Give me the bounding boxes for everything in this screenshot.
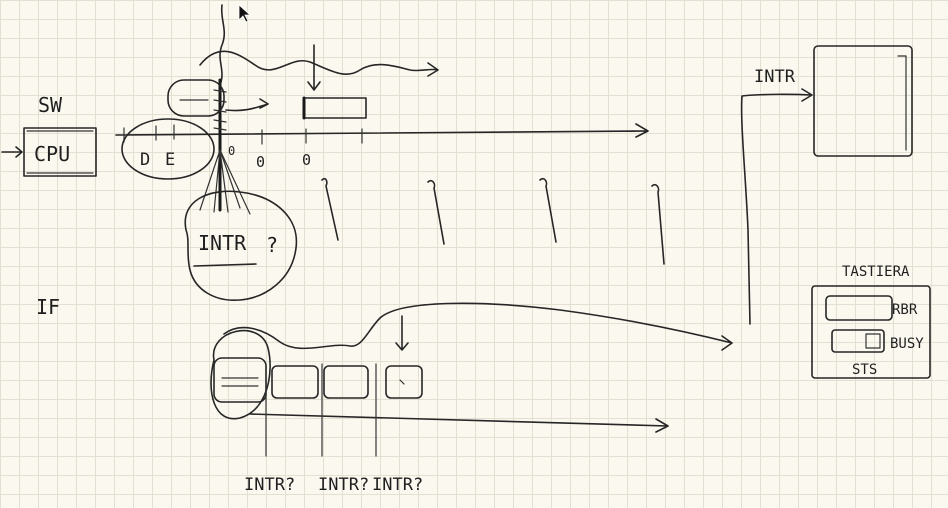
cpu-box <box>23 127 97 177</box>
intr-question-2: INTR? <box>318 475 369 495</box>
bottom-timeline-arrow <box>249 413 669 433</box>
poll-check-1 <box>321 177 339 241</box>
wavy-time-arrow <box>199 50 439 77</box>
zero-label-c: 0 <box>302 151 311 169</box>
poll-lines <box>265 363 377 457</box>
mouse-cursor-icon <box>238 4 252 23</box>
cpu-interrupt-box <box>813 45 913 157</box>
poll-check-3 <box>539 177 557 243</box>
zero-label-b: 0 <box>256 153 265 171</box>
bottom-wave <box>223 302 733 351</box>
pipeline-slot-3-dot <box>399 379 405 385</box>
pipeline-slot-2 <box>323 365 369 399</box>
busy-label: BUSY <box>890 336 924 352</box>
pipeline-loop <box>210 329 271 420</box>
save-state-capsule <box>167 79 225 117</box>
intr-fan-lines <box>199 149 251 215</box>
main-timeline-arrow <box>115 123 649 138</box>
d-label: D <box>140 150 150 170</box>
intr-wire <box>740 88 813 325</box>
cpu-interrupt-box-edge <box>897 55 907 151</box>
pipeline-slot-0-lines <box>221 377 259 387</box>
poll-check-2 <box>427 179 445 245</box>
intr-question-3: INTR? <box>372 475 423 495</box>
handler-box-top <box>303 97 367 119</box>
cpu-label: CPU <box>34 142 70 166</box>
intr-bubble-label: INTR <box>198 231 247 255</box>
if-label: IF <box>36 295 60 319</box>
keyboard-device-box <box>811 285 931 379</box>
intr-bubble-question: ? <box>266 233 278 257</box>
sts-label: STS <box>852 362 877 378</box>
pipeline-slot-1 <box>271 365 319 399</box>
intr-bubble-underline <box>193 263 257 267</box>
timeline-ticks <box>123 124 363 145</box>
sw-label: SW <box>38 93 63 117</box>
bottom-entry-marker <box>395 315 409 351</box>
intr-bubble <box>184 190 298 301</box>
de-phase-loop <box>121 118 215 180</box>
pipeline-slot-0 <box>213 357 267 403</box>
poll-check-4 <box>651 183 665 265</box>
rbr-label: RBR <box>892 302 918 318</box>
cpu-input-arrow <box>1 146 23 158</box>
intr-question-1: INTR? <box>244 475 295 495</box>
pipeline-slot-3 <box>385 365 423 399</box>
intr-device-label: INTR <box>754 67 796 87</box>
e-label: E <box>165 150 175 170</box>
save-state-arrow <box>225 98 269 112</box>
cpu-box-shadow <box>26 130 94 174</box>
busy-flag-bit <box>865 333 881 349</box>
handler-entry-marker <box>307 44 321 91</box>
interrupt-signal-line <box>219 4 226 201</box>
tastiera-label: TASTIERA <box>842 264 910 280</box>
busy-register <box>831 329 885 353</box>
rbr-register <box>825 295 893 321</box>
zero-label-a: 0 <box>228 144 235 158</box>
